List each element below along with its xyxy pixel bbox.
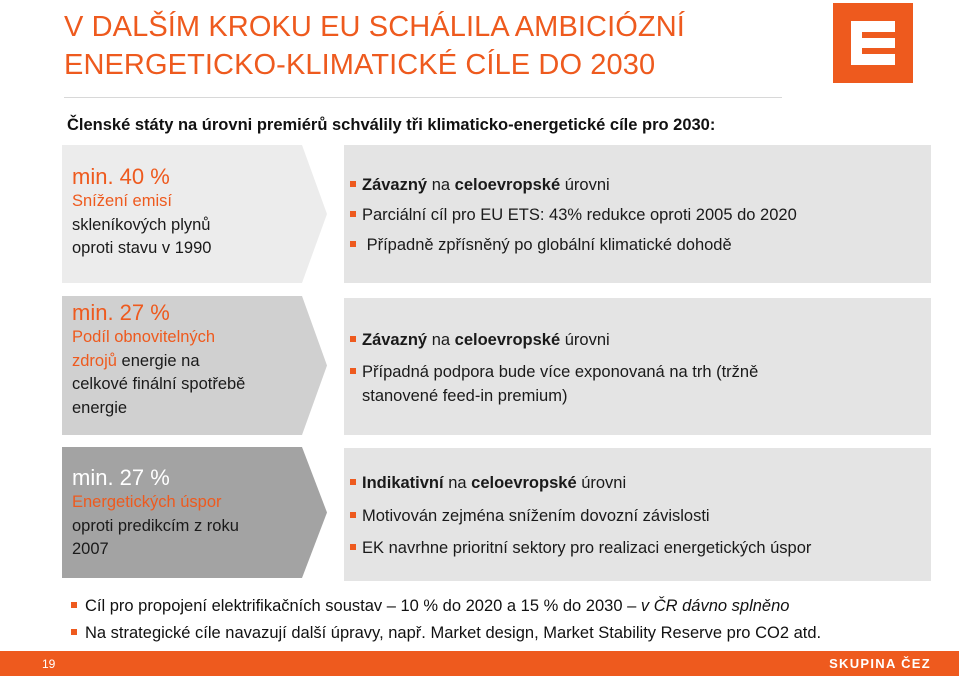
goal-details-efficiency: Indikativní na celoevropské úrovni Motiv… (344, 448, 931, 581)
goal-box-efficiency: min. 27 % Energetických úspor oproti pre… (62, 447, 327, 578)
goal-details-renewables: Závazný na celoevropské úrovni Případná … (344, 298, 931, 435)
square-bullet-icon (350, 368, 356, 374)
page-title: V DALŠÍM KROKU EU SCHÁLILA AMBICIÓZNÍ EN… (64, 8, 764, 84)
arrow-shape (62, 296, 327, 435)
goal-value: min. 27 % (72, 300, 170, 325)
title-divider (64, 97, 782, 98)
bullet-item: Případně zpřísněný po globální klimatick… (350, 233, 732, 257)
bullet-item: Závazný na celoevropské úrovni (350, 173, 610, 197)
bullet-item: EK navrhne prioritní sektory pro realiza… (350, 536, 811, 560)
goal-line: skleníkových plynů (72, 215, 211, 234)
goal-details-emissions: Závazný na celoevropské úrovni Parciální… (344, 145, 931, 283)
square-bullet-icon (350, 479, 356, 485)
square-bullet-icon (71, 602, 77, 608)
square-bullet-icon (350, 241, 356, 247)
bullet-item: Parciální cíl pro EU ETS: 43% redukce op… (350, 203, 797, 227)
goal-text: min. 27 % Energetických úspor oproti pre… (72, 464, 239, 562)
square-bullet-icon (350, 544, 356, 550)
goal-line: 2007 (72, 540, 109, 558)
goal-text: min. 40 % Snížení emisí skleníkových ply… (72, 163, 211, 261)
goal-box-emissions: min. 40 % Snížení emisí skleníkových ply… (62, 145, 327, 283)
bullet-item: Motivován zejména snížením dovozní závis… (350, 504, 710, 528)
arrow-shape (62, 145, 327, 283)
square-bullet-icon (350, 512, 356, 518)
goal-line: zdrojů energie na (72, 351, 200, 370)
note-item: Cíl pro propojení elektrifikačních soust… (71, 597, 789, 616)
goal-line: celkové finální spotřebě (72, 375, 246, 393)
goal-line: oproti predikcím z roku (72, 516, 239, 535)
brand-name: SKUPINA ČEZ (829, 656, 931, 671)
arrow-shape (62, 447, 327, 578)
goal-box-renewables: min. 27 % Podíl obnovitelných zdrojů ene… (62, 296, 327, 435)
goal-value: min. 40 % (72, 164, 170, 189)
goal-text: min. 27 % Podíl obnovitelných zdrojů ene… (72, 299, 245, 420)
bullet-item: Případná podpora bude více exponovaná na… (350, 360, 758, 408)
goal-line: oproti stavu v 1990 (72, 239, 212, 257)
goal-line: Energetických úspor (72, 493, 222, 511)
goal-value: min. 27 % (72, 465, 170, 490)
bullet-item: Závazný na celoevropské úrovni (350, 328, 610, 352)
cez-logo-icon (833, 3, 913, 83)
square-bullet-icon (350, 181, 356, 187)
goal-line: energie (72, 398, 128, 417)
square-bullet-icon (350, 336, 356, 342)
footer-bar: 19 SKUPINA ČEZ (0, 651, 959, 676)
square-bullet-icon (71, 629, 77, 635)
page-number: 19 (42, 657, 56, 671)
title-line-2: ENERGETICKO-KLIMATICKÉ CÍLE DO 2030 (64, 49, 656, 81)
goal-line: Snížení emisí (72, 192, 172, 210)
goal-line: Podíl obnovitelných (72, 328, 216, 346)
square-bullet-icon (350, 211, 356, 217)
subtitle: Členské státy na úrovni premiérů schváli… (67, 116, 716, 134)
note-item: Na strategické cíle navazují další úprav… (71, 624, 821, 643)
bullet-item: Indikativní na celoevropské úrovni (350, 471, 626, 495)
title-line-1: V DALŠÍM KROKU EU SCHÁLILA AMBICIÓZNÍ (64, 11, 685, 43)
